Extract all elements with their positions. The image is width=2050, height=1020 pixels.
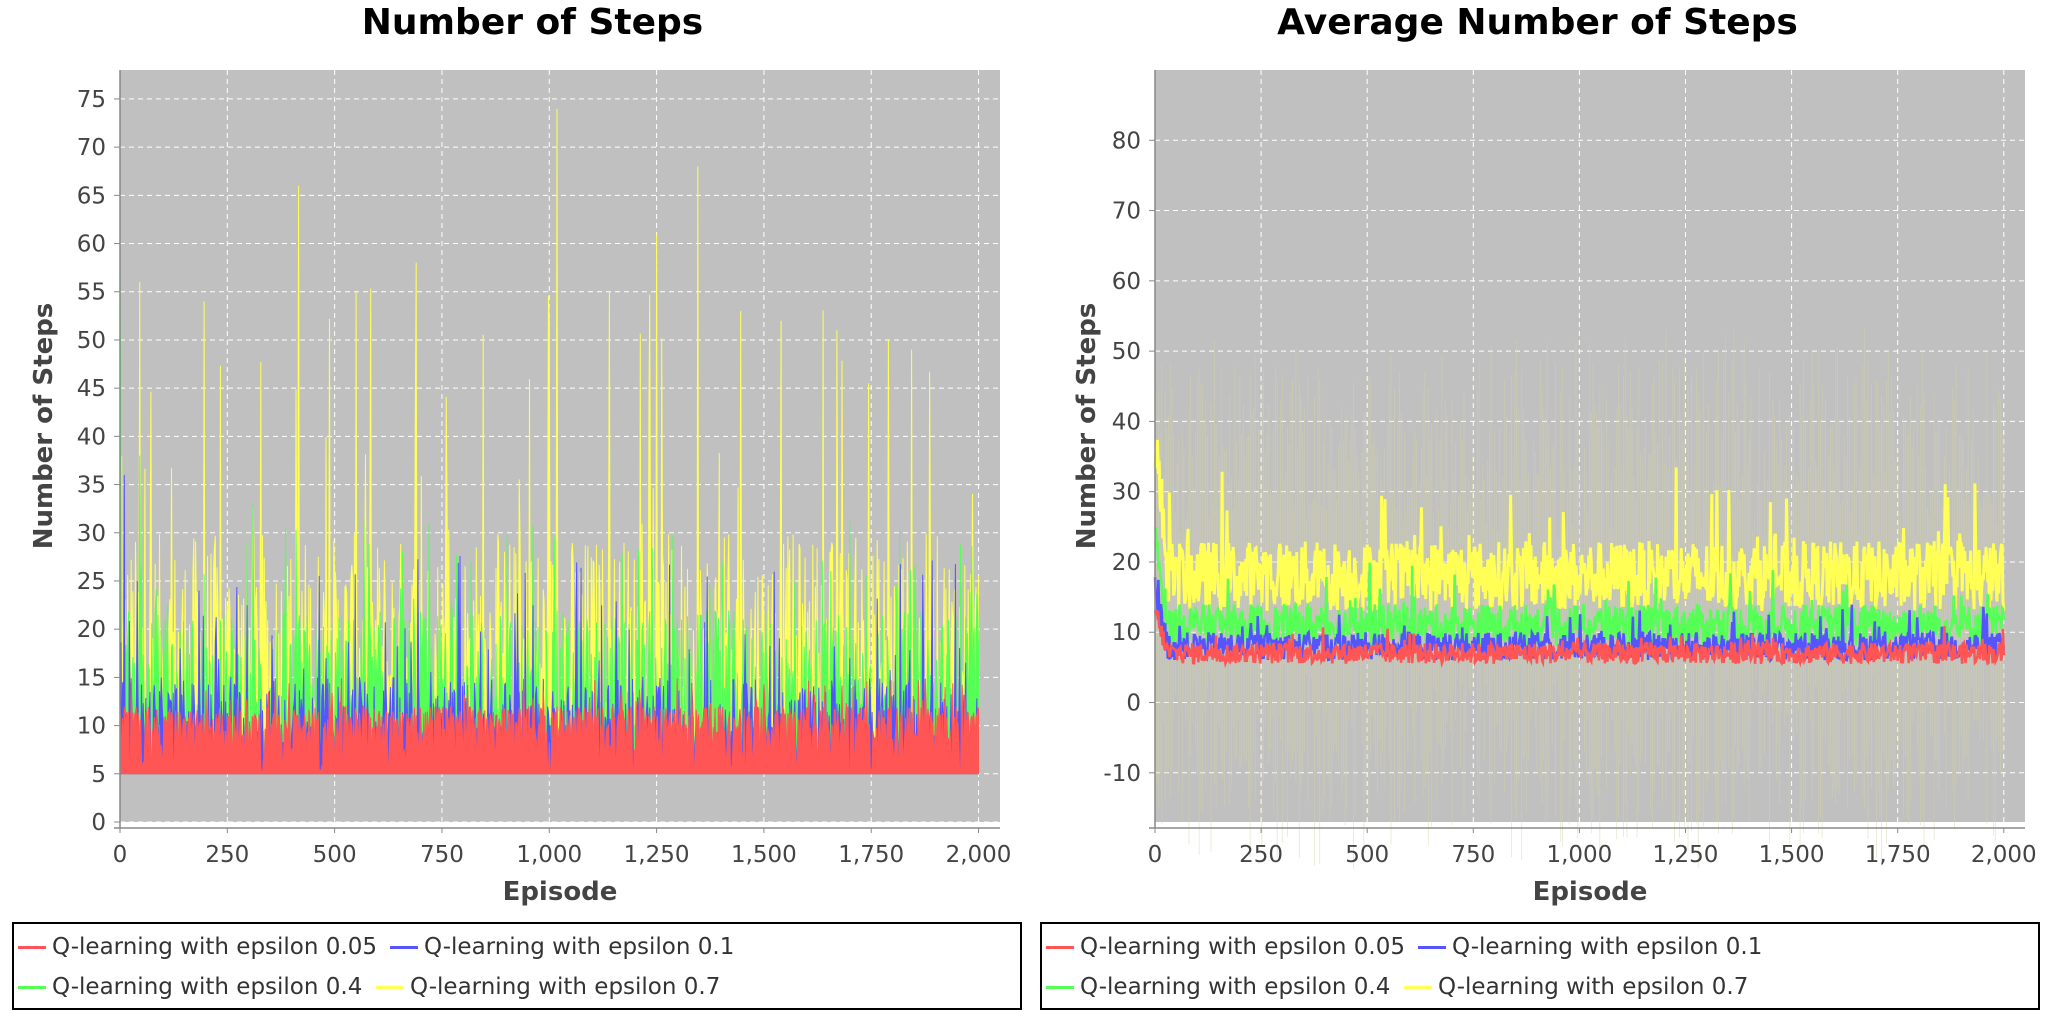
y-tick-label: 45 xyxy=(77,376,106,402)
chart-panel-average-steps: Average Number of Steps 0 250 500 750 1,000 1… xyxy=(1025,0,2050,1020)
legend-swatch xyxy=(18,985,46,989)
x-tick-label: 2,000 xyxy=(946,842,1012,868)
y-axis-label: Number of Steps xyxy=(1072,303,1102,550)
y-tick-label: 30 xyxy=(1112,480,1141,506)
x-tick-label: 1,500 xyxy=(731,842,797,868)
y-tick-label: 80 xyxy=(1112,128,1141,154)
y-tick-label: 25 xyxy=(77,569,106,595)
series-group xyxy=(1153,328,2006,869)
legend-label: Q-learning with epsilon 0.4 xyxy=(52,974,363,1000)
y-axis-label: Number of Steps xyxy=(29,303,59,550)
x-tick-label: 500 xyxy=(313,842,357,868)
y-tick-label: 10 xyxy=(77,714,106,740)
legend-item-eps-005: Q-learning with epsilon 0.05 xyxy=(1046,934,1405,960)
series-line xyxy=(1153,609,2006,669)
legend-swatch xyxy=(1404,985,1432,989)
legend-item-eps-005: Q-learning with epsilon 0.05 xyxy=(18,934,377,960)
x-tick-label: 0 xyxy=(113,842,128,868)
legend-label: Q-learning with epsilon 0.1 xyxy=(424,934,735,960)
x-tick-label: 2,000 xyxy=(1971,842,2037,868)
y-tick-label: 20 xyxy=(77,617,106,643)
x-tick-label: 500 xyxy=(1345,842,1389,868)
y-tick-label: 10 xyxy=(1112,620,1141,646)
y-tick-label: 40 xyxy=(1112,409,1141,435)
x-tick-label: 250 xyxy=(1239,842,1283,868)
chart-svg-average-steps: 0 250 500 750 1,000 1,250 1,500 1,750 2,000 -10 0 1… xyxy=(1072,70,2037,907)
legend-item-eps-07: Q-learning with epsilon 0.7 xyxy=(376,974,720,1000)
y-tick-label: 65 xyxy=(77,183,106,209)
y-tick-label: 60 xyxy=(1112,269,1141,295)
chart-title: Number of Steps xyxy=(361,2,704,43)
legend-swatch xyxy=(390,945,418,949)
legend-item-eps-01: Q-learning with epsilon 0.1 xyxy=(1418,934,1762,960)
x-tick-label: 0 xyxy=(1148,842,1163,868)
legend-label: Q-learning with epsilon 0.05 xyxy=(52,934,377,960)
y-tick-label: 50 xyxy=(77,328,106,354)
x-tick-label: 750 xyxy=(1451,842,1495,868)
y-tick-label: 30 xyxy=(77,521,106,547)
legend-label: Q-learning with epsilon 0.05 xyxy=(1080,934,1405,960)
series-line xyxy=(1153,577,2006,664)
legend-item-eps-04: Q-learning with epsilon 0.4 xyxy=(18,974,362,1000)
x-tick-label: 250 xyxy=(205,842,249,868)
legend-item-eps-01: Q-learning with epsilon 0.1 xyxy=(390,934,734,960)
gridlines xyxy=(119,70,1000,823)
legend-label: Q-learning with epsilon 0.7 xyxy=(410,974,721,1000)
chart-svg-steps: 0 250 500 750 1,000 1,250 1,500 1,750 2,000 0 5 10 1… xyxy=(29,70,1012,907)
y-tick-label: 70 xyxy=(1112,199,1141,225)
series-line xyxy=(1153,439,2006,615)
legend-label: Q-learning with epsilon 0.1 xyxy=(1452,934,1763,960)
series-area xyxy=(119,108,980,775)
legend-label: Q-learning with epsilon 0.4 xyxy=(1080,974,1391,1000)
legend-swatch xyxy=(376,985,404,989)
y-tick-label: 50 xyxy=(1112,339,1141,365)
x-tick-label: 750 xyxy=(420,842,464,868)
y-tick-label: -10 xyxy=(1103,761,1141,787)
series-area xyxy=(119,678,980,776)
y-tick-label: 40 xyxy=(77,424,106,450)
legend-item-eps-04: Q-learning with epsilon 0.4 xyxy=(1046,974,1390,1000)
legend-item-eps-07: Q-learning with epsilon 0.7 xyxy=(1404,974,1748,1000)
chart-legend: Q-learning with epsilon 0.05 Q-learning … xyxy=(12,922,1022,1010)
chart-title: Average Number of Steps xyxy=(1277,2,1798,43)
y-tick-label: 75 xyxy=(77,87,106,113)
x-tick-label: 1,250 xyxy=(624,842,690,868)
x-tick-label: 1,750 xyxy=(1865,842,1931,868)
y-tick-label: 60 xyxy=(77,232,106,258)
legend-label: Q-learning with epsilon 0.7 xyxy=(1438,974,1749,1000)
x-tick-label: 1,000 xyxy=(516,842,582,868)
x-tick-label: 1,000 xyxy=(1546,842,1612,868)
legend-swatch xyxy=(18,945,46,949)
y-tick-label: 55 xyxy=(77,280,106,306)
x-tick-label: 1,500 xyxy=(1759,842,1825,868)
y-tick-label: 15 xyxy=(77,665,106,691)
chart-panel-steps: Number of Steps 0 250 500 750 1,000 1,250 1,50… xyxy=(12,2,1022,1010)
y-tick-label: 5 xyxy=(91,762,106,788)
y-tick-label: 0 xyxy=(1126,691,1141,717)
y-tick-label: 70 xyxy=(77,135,106,161)
x-tick-label: 1,250 xyxy=(1653,842,1719,868)
y-tick-label: 0 xyxy=(91,810,106,836)
chart-legend: Q-learning with epsilon 0.05 Q-learning … xyxy=(1040,922,2040,1010)
legend-swatch xyxy=(1046,945,1074,949)
y-tick-label: 35 xyxy=(77,473,106,499)
x-axis-label: Episode xyxy=(1533,877,1648,907)
legend-swatch xyxy=(1418,945,1446,949)
legend-swatch xyxy=(1046,985,1074,989)
x-tick-label: 1,750 xyxy=(838,842,904,868)
x-axis-label: Episode xyxy=(503,877,618,907)
y-tick-label: 20 xyxy=(1112,550,1141,576)
series-group xyxy=(119,108,980,776)
